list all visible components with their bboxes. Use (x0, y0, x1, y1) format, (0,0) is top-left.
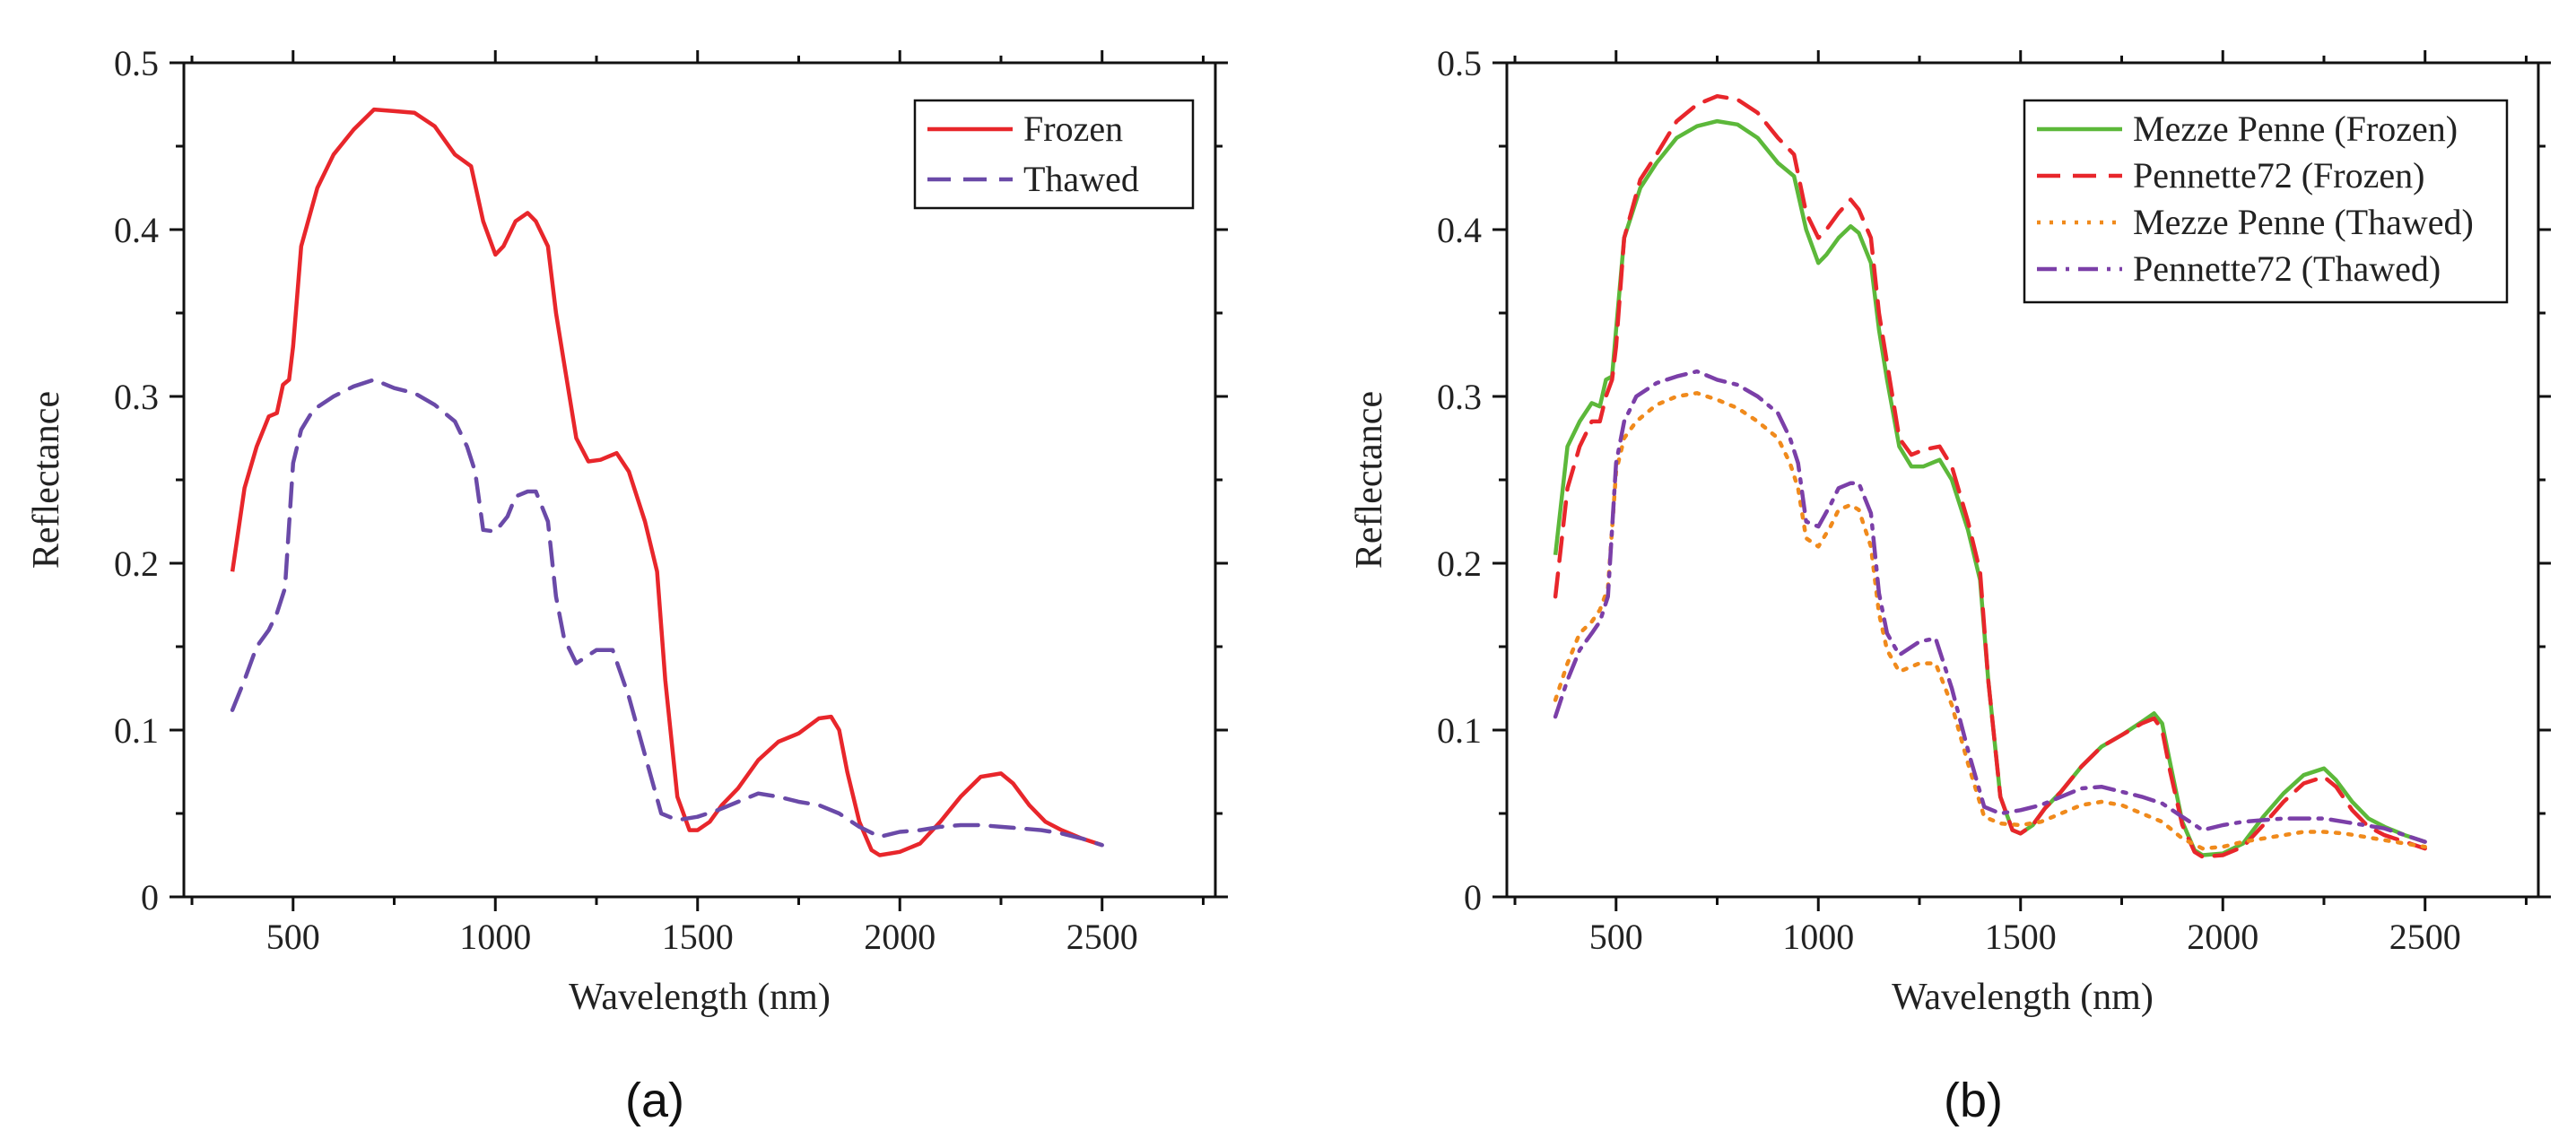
legend-label: Pennette72 (Frozen) (2133, 155, 2424, 196)
x-tick-label: 2500 (1066, 917, 1138, 957)
chart-panel-b: 500 1000 1500 2000 2500 0 0.1 0.2 0.3 0.4 0.5 Wavel… (1349, 43, 2551, 1018)
x-tick-label: 500 (266, 917, 320, 957)
legend-label: Pennette72 (Thawed) (2133, 248, 2441, 289)
x-tick-label: 1000 (459, 917, 531, 957)
legend-box (913, 99, 1195, 210)
legend-b: Mezze Penne (Frozen) Pennette72 (Frozen) M… (2023, 99, 2509, 304)
x-tick-label: 2000 (864, 917, 936, 957)
series-line-pennette72-frozen (1553, 93, 2427, 859)
y-tick-label: 0 (141, 877, 159, 918)
y-tick-label: 0.4 (114, 210, 159, 250)
x-tick-label: 1000 (1782, 917, 1854, 957)
x-tick-label: 2000 (2187, 917, 2258, 957)
x-tick-label: 500 (1589, 917, 1643, 957)
legend-box (2023, 99, 2509, 304)
x-tick-label: 2500 (2389, 917, 2461, 957)
series-line-mezze-penne-thawed (1553, 391, 2427, 851)
y-tick-label: 0.5 (114, 43, 159, 83)
x-axis-title: Wavelength (nm) (1892, 977, 2154, 1018)
y-tick-label: 0.4 (1437, 210, 1482, 250)
y-tick-label: 0.1 (1437, 710, 1482, 751)
x-tick-label: 1500 (662, 917, 734, 957)
y-tick-label: 0 (1464, 877, 1482, 918)
legend-a: Frozen Thawed (913, 99, 1195, 210)
legend-label: Frozen (1023, 109, 1123, 149)
series-line-thawed (230, 378, 1104, 848)
y-tick-label: 0.1 (114, 710, 159, 751)
chart-panel-a: 500 1000 1500 2000 2500 0 0.1 0.2 0.3 0.4 0.5 Wavel… (26, 43, 1228, 1018)
y-tick-label: 0.3 (1437, 377, 1482, 417)
x-tick-label: 1500 (1985, 917, 2057, 957)
y-axis-title: Reflectance (1349, 391, 1390, 569)
x-axis-title: Wavelength (nm) (569, 977, 831, 1018)
series-line-pennette72-thawed (1553, 369, 2427, 844)
panel-label-a: (a) (625, 1074, 684, 1127)
legend-label: Mezze Penne (Frozen) (2133, 109, 2458, 149)
y-tick-label: 0.2 (1437, 544, 1482, 584)
legend-label: Mezze Penne (Thawed) (2133, 202, 2474, 242)
panel-label-b: (b) (1944, 1074, 2003, 1127)
y-tick-label: 0.2 (114, 544, 159, 584)
legend-label: Thawed (1023, 159, 1139, 199)
series-line-mezze-penne-frozen (1553, 118, 2426, 857)
y-axis-title: Reflectance (26, 391, 67, 569)
y-tick-label: 0.5 (1437, 43, 1482, 83)
y-tick-label: 0.3 (114, 377, 159, 417)
series-line-frozen (230, 107, 1103, 857)
